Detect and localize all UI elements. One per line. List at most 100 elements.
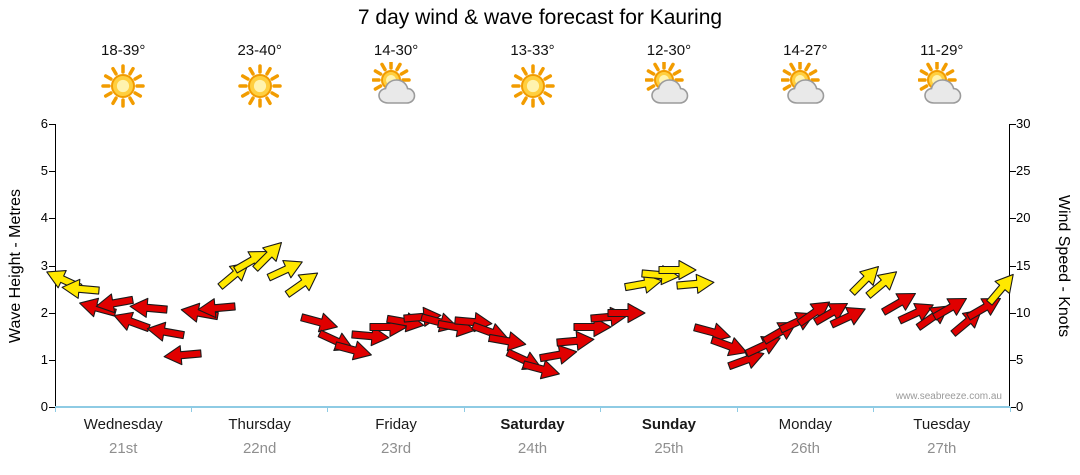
- wind-arrow: [789, 290, 839, 335]
- left-tick-label: 6: [40, 116, 48, 131]
- wind-arrow: [721, 341, 771, 379]
- wind-arrow: [295, 305, 344, 340]
- wind-arrow: [160, 341, 206, 369]
- day-name-label: Monday: [778, 416, 833, 433]
- sun-cloud-icon: [917, 60, 966, 110]
- wind-arrow: [348, 322, 394, 350]
- day-date-label: 22nd: [242, 440, 277, 457]
- day-name-label: Friday: [375, 416, 417, 433]
- temperature-range: 11-29°: [920, 42, 964, 59]
- wind-arrow: [260, 250, 310, 290]
- left-tick-label: 5: [40, 163, 48, 179]
- right-tick-mark: [1010, 171, 1016, 173]
- day-date-label: 27th: [927, 440, 957, 457]
- wind-arrow: [329, 333, 378, 368]
- temperature-range: 13-33°: [510, 42, 555, 59]
- day-name-label: Saturday: [500, 416, 565, 433]
- day-boundary-tick: [327, 407, 329, 412]
- wind-arrow: [841, 256, 889, 304]
- day-boundary-tick: [54, 407, 56, 412]
- left-tick-label: 4: [40, 210, 48, 226]
- day-boundary-tick: [736, 407, 738, 412]
- day-boundary-tick: [463, 407, 465, 412]
- day-date-label: 26th: [790, 440, 820, 457]
- day-date-label: 21st: [109, 440, 138, 457]
- day-date-label: 23rd: [381, 440, 412, 457]
- left-tick-mark: [49, 265, 55, 267]
- day-boundary-tick: [873, 407, 875, 412]
- wind-arrow: [194, 294, 240, 322]
- day-name-label: Sunday: [641, 416, 697, 433]
- day-boundary-tick: [1009, 407, 1011, 412]
- wind-arrow: [891, 292, 941, 332]
- wind-arrow: [483, 325, 530, 356]
- sun-cloud-icon: [644, 60, 693, 110]
- wind-arrow: [925, 287, 975, 330]
- day-name-label: Thursday: [228, 416, 291, 433]
- day-date-label: 24th: [517, 440, 548, 457]
- temperature-range: 18-39°: [101, 42, 146, 59]
- left-axis-line: [55, 124, 56, 407]
- day-date-label: 25th: [654, 440, 684, 457]
- wind-arrow: [806, 291, 856, 334]
- wind-arrow: [126, 294, 172, 322]
- right-axis-line: [1009, 124, 1010, 407]
- right-axis-label: Wind Speed - Knots: [1055, 194, 1072, 338]
- temperature-range: 12-30°: [646, 42, 692, 59]
- sun-icon: [509, 62, 557, 110]
- wind-arrow: [620, 269, 667, 300]
- wind-arrow: [244, 232, 292, 280]
- wind-arrow: [738, 325, 788, 365]
- day-name-label: Tuesday: [913, 416, 971, 433]
- right-tick-mark: [1010, 312, 1016, 314]
- x-axis-line: [55, 406, 1010, 408]
- temperature-range: 14-30°: [373, 42, 419, 59]
- wind-arrow: [858, 261, 907, 308]
- temperature-range: 14-27°: [783, 42, 828, 59]
- wind-arrow: [277, 262, 327, 307]
- plot-area: [45, 124, 1015, 408]
- right-tick-mark: [1010, 218, 1016, 220]
- wind-arrow: [823, 297, 873, 337]
- sun-icon: [236, 62, 284, 110]
- watermark: www.seabreeze.com.au: [895, 391, 1002, 402]
- wind-arrow: [517, 352, 566, 387]
- left-tick-mark: [49, 218, 55, 220]
- chart-title: 7 day wind & wave forecast for Kauring: [357, 6, 723, 29]
- left-tick-label: 1: [40, 351, 48, 367]
- wind-arrow: [534, 339, 581, 370]
- right-tick-label: 20: [1016, 210, 1031, 226]
- right-tick-label: 30: [1016, 116, 1031, 131]
- left-tick-label: 3: [40, 257, 48, 273]
- right-tick-label: 0: [1016, 399, 1024, 414]
- left-tick-mark: [49, 312, 55, 314]
- day-boundary-tick: [190, 407, 192, 412]
- wind-arrow: [91, 288, 138, 319]
- left-tick-mark: [49, 124, 55, 125]
- wind-arrow: [704, 327, 754, 365]
- left-tick-mark: [49, 407, 55, 408]
- wind-arrow: [58, 275, 104, 303]
- temperature-range: 23-40°: [237, 42, 282, 59]
- day-boundary-tick: [600, 407, 602, 412]
- wind-arrow: [672, 270, 718, 298]
- right-tick-label: 15: [1016, 257, 1031, 273]
- right-tick-label: 10: [1016, 304, 1031, 320]
- wind-arrow: [874, 282, 924, 325]
- right-tick-label: 5: [1016, 351, 1024, 367]
- left-tick-label: 0: [40, 399, 48, 414]
- sun-icon: [99, 62, 147, 110]
- right-tick-label: 25: [1016, 163, 1031, 179]
- wind-arrow: [978, 265, 1025, 314]
- left-tick-mark: [49, 171, 55, 173]
- right-tick-mark: [1010, 265, 1016, 267]
- day-name-label: Wednesday: [83, 416, 163, 433]
- wind-arrow: [552, 327, 598, 355]
- sun-cloud-icon: [780, 60, 829, 110]
- left-tick-label: 2: [40, 304, 48, 320]
- left-tick-mark: [49, 359, 55, 361]
- wind-arrow: [655, 258, 699, 282]
- right-tick-mark: [1010, 124, 1016, 125]
- right-tick-mark: [1010, 407, 1016, 408]
